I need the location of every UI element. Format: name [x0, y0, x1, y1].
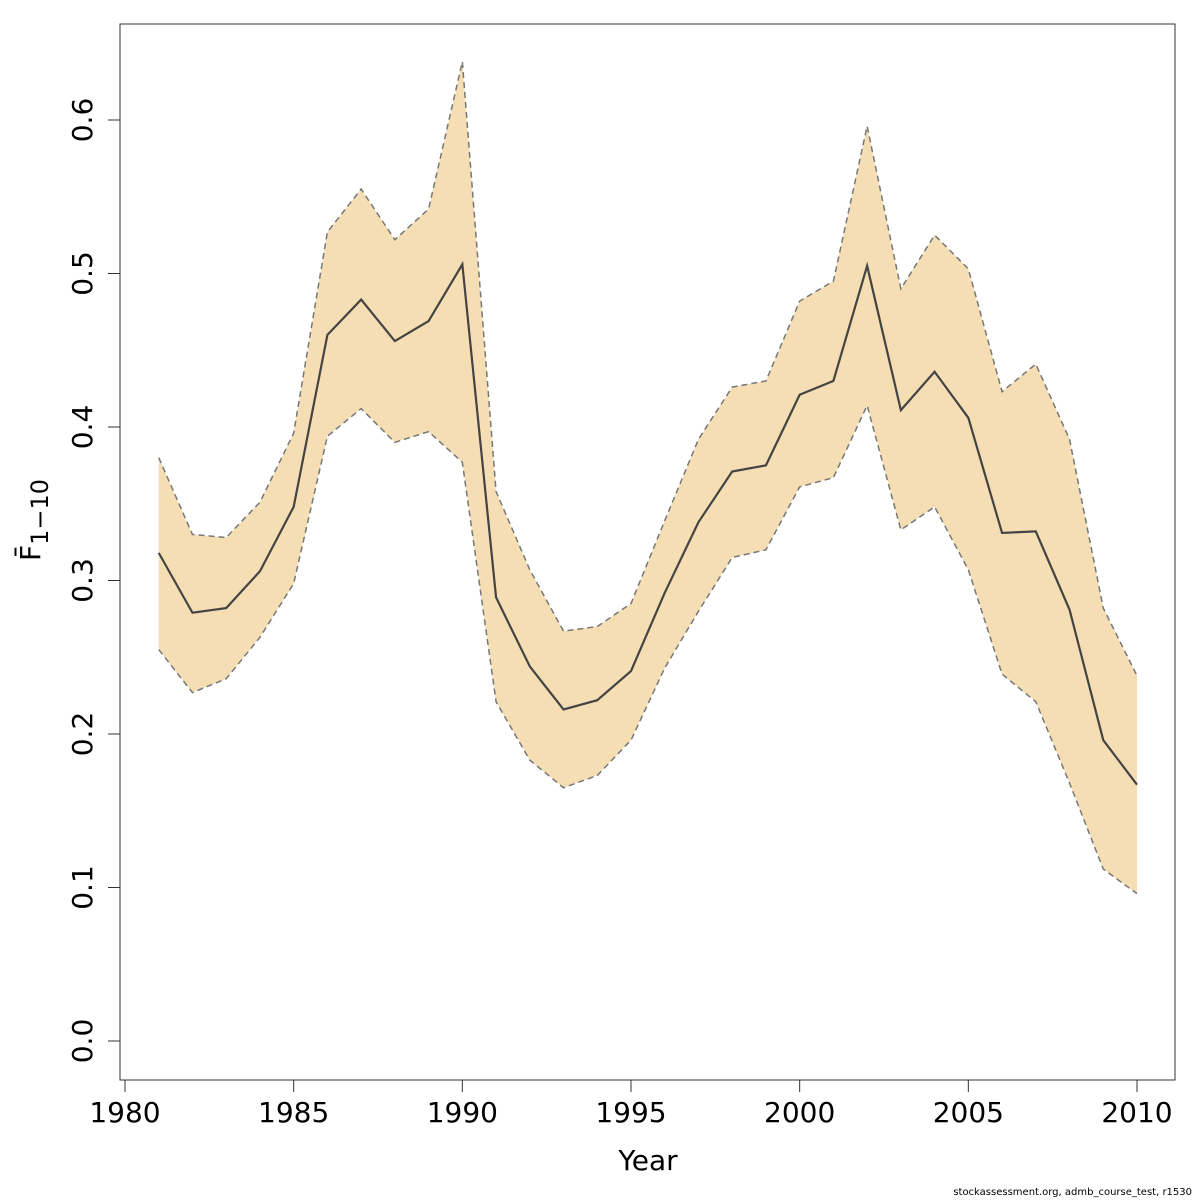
y-tick-label: 0.3 [66, 558, 99, 603]
confidence-band [158, 61, 1137, 894]
x-tick-label: 1995 [595, 1096, 666, 1129]
y-tick-label: 0.0 [66, 1019, 99, 1064]
upper-bound-line [158, 61, 1138, 677]
x-tick-label: 1990 [427, 1096, 498, 1129]
x-tick-label: 1985 [258, 1096, 329, 1129]
footer-note: stockassessment.org, admb_course_test, r… [953, 1187, 1192, 1198]
y-tick-label: 0.4 [66, 405, 99, 450]
lower-bound-line [158, 403, 1138, 895]
y-tick-label: 0.1 [66, 865, 99, 910]
x-tick-label: 2010 [1101, 1096, 1172, 1129]
x-tick-label: 2000 [764, 1096, 835, 1129]
estimate-line [157, 260, 1138, 786]
y-axis: 0.0 0.1 0.2 0.3 0.4 0.5 0.6 [66, 98, 121, 1064]
svg-text:F̄1−10: F̄1−10 [13, 479, 54, 561]
y-tick-label: 0.6 [66, 98, 99, 143]
y-tick-label: 0.2 [66, 712, 99, 757]
x-axis-label: Year [617, 1144, 678, 1177]
x-tick-label: 2005 [933, 1096, 1004, 1129]
series-layer [157, 61, 1138, 895]
x-tick-label: 1980 [89, 1096, 160, 1129]
y-axis-label-subscript: 1−10 [26, 479, 54, 545]
confidence-band-layer [158, 61, 1137, 894]
x-axis: 1980 1985 1990 1995 2000 2005 2010 [89, 1079, 1173, 1129]
y-axis-label-group: F̄1−10 [13, 479, 54, 561]
y-tick-label: 0.5 [66, 251, 99, 296]
y-axis-label: F̄ [13, 545, 47, 561]
